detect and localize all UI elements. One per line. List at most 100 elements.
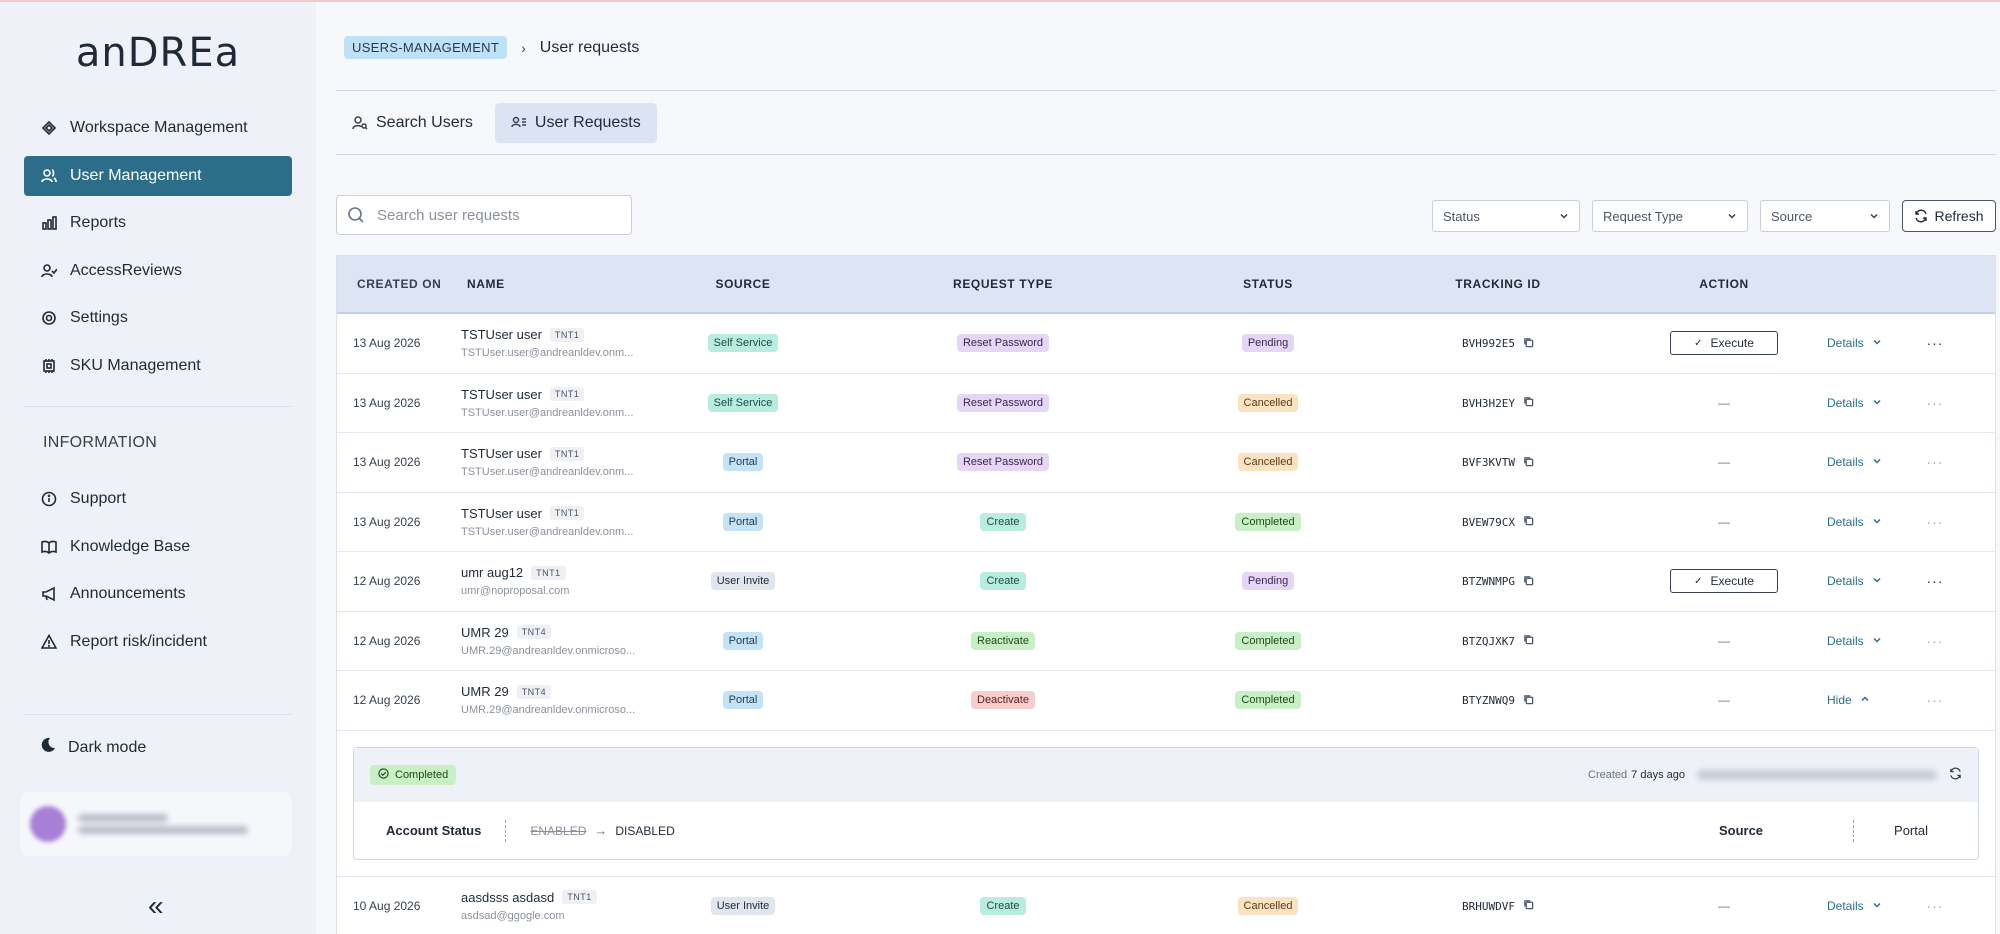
execute-button[interactable]: ✓ Execute	[1670, 331, 1778, 356]
tab-user-requests[interactable]: User Requests	[494, 103, 657, 143]
more-options-icon[interactable]: ···	[1926, 454, 1944, 471]
app-logo[interactable]: anDREa	[75, 30, 241, 76]
book-icon	[40, 538, 58, 556]
cell-created-on: 13 Aug 2026	[353, 336, 421, 351]
sidebar-item-support[interactable]: Support	[24, 479, 292, 519]
cell-more: ···	[1915, 514, 1955, 530]
table-row[interactable]: 12 Aug 2026 UMR 29 TNT4 UMR.29@andreanld…	[337, 612, 1995, 671]
sidebar-item-label: AccessReviews	[70, 261, 183, 279]
sidebar-item-user-management[interactable]: User Management	[24, 155, 292, 196]
more-options-icon[interactable]: ···	[1926, 632, 1944, 649]
refresh-button[interactable]: Refresh	[1902, 200, 1996, 232]
table-row[interactable]: 13 Aug 2026 TSTUser user TNT1 TSTUser.us…	[337, 433, 1995, 493]
user-name: TSTUser user	[461, 446, 542, 462]
breadcrumb-separator: ›	[521, 39, 526, 56]
table-row[interactable]: 13 Aug 2026 TSTUser user TNT1 TSTUser.us…	[337, 493, 1995, 552]
sidebar-item-settings[interactable]: Settings	[24, 298, 292, 338]
cell-action: —	[1643, 693, 1805, 707]
column-header-tracking-id[interactable]: TRACKING ID	[1455, 277, 1541, 291]
cell-request-type: Reactivate	[823, 631, 1183, 650]
sidebar-item-announcements[interactable]: Announcements	[24, 574, 292, 614]
copy-icon[interactable]	[1523, 396, 1534, 410]
search-input[interactable]	[377, 206, 617, 224]
more-options-icon[interactable]: ···	[1926, 513, 1944, 530]
column-header-source[interactable]: SOURCE	[715, 277, 771, 291]
cell-source: Portal	[663, 691, 823, 710]
sidebar-item-workspace-management[interactable]: Workspace Management	[24, 108, 292, 148]
dark-mode-toggle[interactable]: Dark mode	[40, 737, 146, 758]
breadcrumb-parent[interactable]: USERS-MANAGEMENT	[344, 36, 508, 59]
copy-icon[interactable]	[1523, 694, 1534, 708]
cell-tracking-id: BTZQJXK7	[1353, 634, 1643, 649]
tab-search-users[interactable]: Search Users	[336, 103, 489, 143]
cell-tracking-id: BRHUWDVF	[1353, 899, 1643, 914]
cell-request-type: Reset Password	[823, 453, 1183, 472]
account-status-new: DISABLED	[615, 823, 675, 838]
copy-icon[interactable]	[1523, 456, 1534, 470]
collapse-sidebar-button[interactable]: «	[148, 890, 164, 921]
details-button[interactable]: Details	[1827, 396, 1882, 410]
table-row[interactable]: 12 Aug 2026 umr aug12 TNT1 umr@noproposa…	[337, 552, 1995, 612]
details-button[interactable]: Details	[1827, 455, 1882, 469]
execute-button[interactable]: ✓ Execute	[1670, 569, 1778, 594]
chevron-down-icon	[1872, 899, 1882, 913]
user-email: TSTUser.user@andreanldev.onm...	[461, 466, 634, 479]
user-profile-card[interactable]	[20, 792, 292, 856]
chevron-down-icon	[1872, 455, 1882, 469]
user-name: aasdsss asdasd	[461, 889, 555, 905]
table-row[interactable]: 10 Aug 2026 aasdsss asdasd TNT1 asdsad@g…	[337, 877, 1995, 934]
user-email: UMR.29@andreanldev.onmicroso...	[461, 644, 636, 657]
refresh-details-icon[interactable]	[1949, 767, 1962, 783]
tab-label: Search Users	[376, 114, 473, 131]
source-filter-select[interactable]: Source	[1760, 200, 1890, 232]
more-options-icon[interactable]: ···	[1926, 335, 1944, 352]
column-header-name[interactable]: NAME	[467, 277, 505, 291]
more-options-icon[interactable]: ···	[1926, 897, 1944, 914]
request-type-badge: Create	[980, 572, 1026, 591]
copy-icon[interactable]	[1523, 515, 1534, 529]
sidebar-item-reports[interactable]: Reports	[24, 203, 292, 243]
table-row[interactable]: 13 Aug 2026 TSTUser user TNT1 TSTUser.us…	[337, 314, 1995, 374]
status-filter-select[interactable]: Status	[1432, 200, 1580, 232]
details-button[interactable]: Details	[1827, 899, 1882, 913]
table-row[interactable]: 13 Aug 2026 TSTUser user TNT1 TSTUser.us…	[337, 374, 1995, 433]
more-options-icon[interactable]: ···	[1926, 692, 1944, 709]
status-badge: Cancelled	[1237, 896, 1299, 915]
user-check-icon	[40, 262, 58, 280]
sidebar-item-access-reviews[interactable]: AccessReviews	[24, 251, 292, 291]
copy-icon[interactable]	[1523, 899, 1534, 913]
more-options-icon[interactable]: ···	[1926, 394, 1944, 411]
gear-icon	[40, 309, 58, 327]
cell-name: TSTUser user TNT1 TSTUser.user@andreanld…	[457, 327, 663, 359]
column-header-request-type[interactable]: REQUEST TYPE	[953, 277, 1053, 291]
details-button[interactable]: Details	[1827, 574, 1882, 588]
tenant-badge: TNT1	[549, 446, 585, 461]
cell-details: Details	[1805, 515, 1915, 529]
info-nav: Support Knowledge Base Announcements Rep…	[24, 479, 292, 669]
details-button[interactable]: Details	[1827, 515, 1882, 529]
sidebar-item-report-risk[interactable]: Report risk/incident	[24, 622, 292, 662]
cell-source: User Invite	[663, 572, 823, 591]
cell-status: Cancelled	[1183, 393, 1353, 412]
more-options-icon[interactable]: ···	[1926, 573, 1944, 590]
cell-more: ···	[1915, 898, 1955, 914]
column-header-status[interactable]: STATUS	[1243, 277, 1293, 291]
copy-icon[interactable]	[1523, 337, 1534, 351]
hide-details-button[interactable]: Hide	[1827, 693, 1870, 707]
search-box[interactable]	[336, 195, 632, 235]
details-label: Details	[1827, 336, 1864, 351]
sidebar-item-knowledge-base[interactable]: Knowledge Base	[24, 527, 292, 567]
table-row[interactable]: 12 Aug 2026 UMR 29 TNT4 UMR.29@andreanld…	[337, 671, 1995, 731]
vertical-divider	[1853, 819, 1855, 842]
cell-more: ···	[1915, 395, 1955, 411]
details-button[interactable]: Details	[1827, 336, 1882, 350]
copy-icon[interactable]	[1523, 575, 1534, 589]
cell-source: Self Service	[663, 393, 823, 412]
copy-icon[interactable]	[1523, 634, 1534, 648]
cell-request-type: Create	[823, 512, 1183, 531]
cell-request-type: Create	[823, 572, 1183, 591]
request-type-filter-select[interactable]: Request Type	[1592, 200, 1748, 232]
sidebar-item-sku-management[interactable]: SKU Management	[24, 346, 292, 386]
column-header-created-on[interactable]: CREATED ON	[357, 277, 442, 291]
details-button[interactable]: Details	[1827, 634, 1882, 648]
